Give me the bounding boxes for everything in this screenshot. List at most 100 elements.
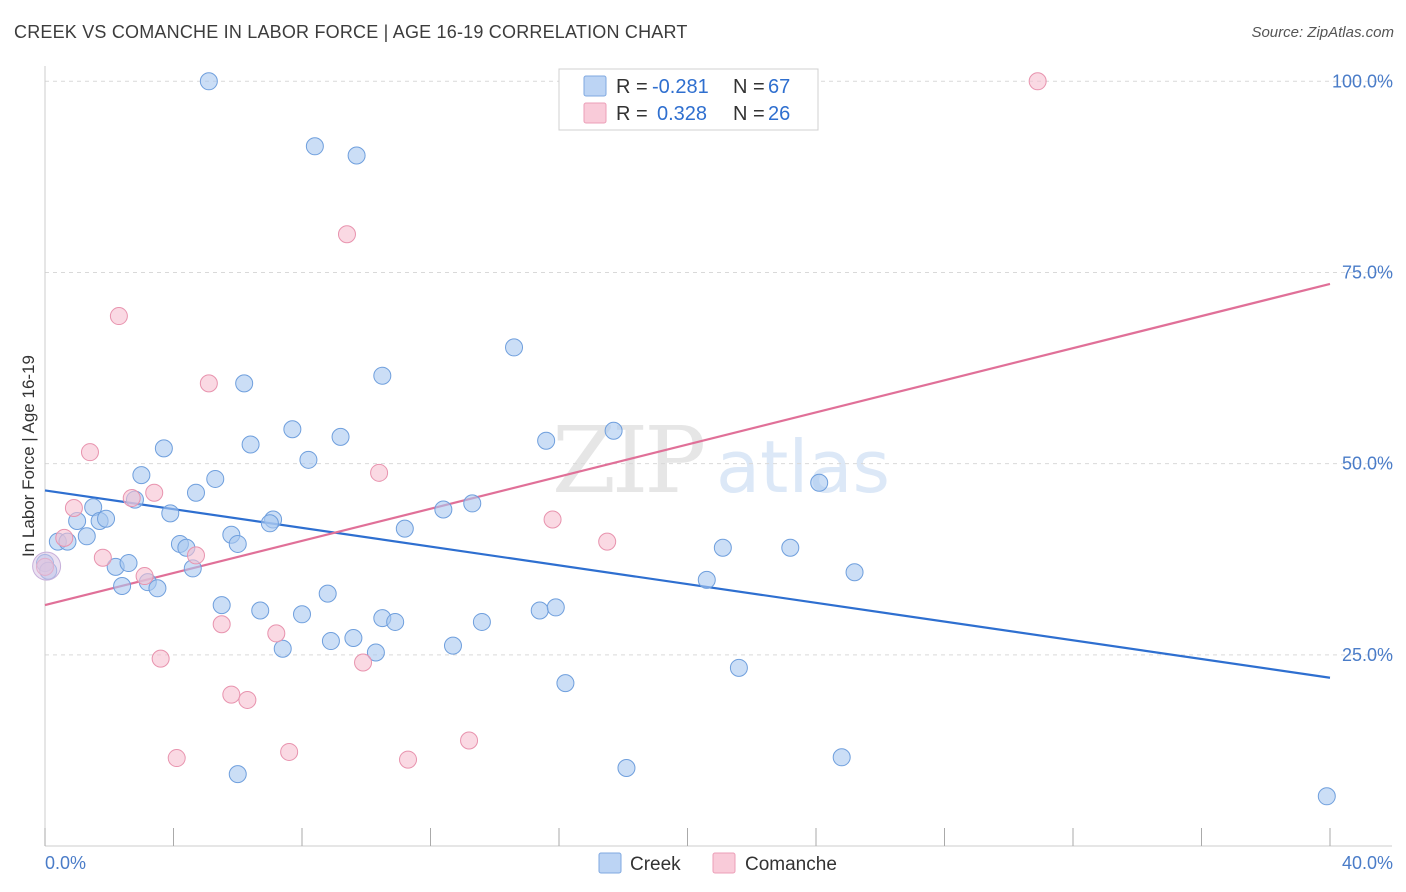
creek-point: [604, 421, 623, 440]
comanche-trend-line: [44, 282, 1331, 607]
watermark-atlas: atlas: [716, 425, 890, 509]
legend-comanche-swatch: [583, 102, 607, 124]
creek-point: [556, 674, 575, 693]
creek-point: [434, 500, 453, 519]
overlap-point: [32, 551, 62, 581]
comanche-point: [222, 685, 241, 704]
comanche-point: [55, 528, 74, 547]
creek-trend-line: [44, 489, 1331, 679]
creek-point: [235, 374, 254, 393]
legend-comanche-n-value: 26: [768, 103, 790, 125]
creek-point: [463, 494, 482, 513]
bottom-legend: Creek Comanche: [598, 852, 837, 875]
source-label: Source: ZipAtlas.com: [1251, 24, 1394, 41]
comanche-point: [460, 731, 479, 750]
creek-point: [395, 519, 414, 538]
creek-point: [546, 598, 565, 617]
watermark-zip: ZIP: [552, 407, 703, 514]
comanche-point: [543, 510, 562, 529]
comanche-point: [238, 690, 257, 709]
bottom-legend-creek-label: Creek: [630, 854, 681, 875]
legend-comanche-n-label: N =: [733, 103, 765, 125]
comanche-point: [186, 546, 205, 565]
comanche-point: [212, 615, 231, 634]
comanche-point: [80, 443, 99, 462]
bottom-legend-creek-swatch: [598, 852, 622, 874]
comanche-point: [93, 548, 112, 567]
comanche-point: [267, 624, 286, 643]
legend-box: R = -0.281 N = 67 R = 0.328 N = 26: [558, 68, 819, 131]
creek-point: [228, 534, 247, 553]
comanche-point: [370, 463, 389, 482]
creek-point: [132, 466, 151, 485]
creek-point: [273, 639, 292, 658]
axes: [44, 66, 1392, 847]
bottom-legend-comanche-swatch: [712, 852, 736, 874]
creek-point: [729, 658, 748, 677]
creek-point: [251, 601, 270, 620]
comanche-point: [109, 307, 128, 326]
creek-point: [347, 146, 366, 165]
y-tick-label: 25.0%: [1342, 645, 1393, 665]
creek-point: [241, 435, 260, 454]
creek-point: [283, 420, 302, 439]
creek-point: [697, 570, 716, 589]
y-tick-label: 50.0%: [1342, 454, 1393, 474]
creek-point: [781, 538, 800, 557]
creek-point: [373, 366, 392, 385]
creek-point: [148, 579, 167, 598]
creek-point: [713, 538, 732, 557]
comanche-point: [199, 374, 218, 393]
creek-point: [161, 504, 180, 523]
creek-point: [530, 601, 549, 620]
creek-point: [318, 584, 337, 603]
x-tick-label: 0.0%: [45, 853, 86, 873]
creek-point: [260, 514, 279, 533]
creek-point: [228, 765, 247, 784]
x-tick-label: 40.0%: [1342, 853, 1393, 873]
legend-creek-swatch: [583, 75, 607, 97]
creek-point: [119, 554, 138, 573]
comanche-point: [1028, 72, 1047, 91]
creek-point: [1317, 787, 1336, 806]
creek-point: [154, 439, 173, 458]
creek-point: [331, 427, 350, 446]
y-tick-label: 75.0%: [1342, 262, 1393, 282]
creek-point: [186, 483, 205, 502]
creek-point: [305, 137, 324, 156]
comanche-point: [337, 225, 356, 244]
legend-comanche-r-label: R =: [616, 103, 648, 125]
creek-point: [845, 563, 864, 582]
legend-comanche-r-value: 0.328: [657, 103, 707, 125]
creek-point: [832, 748, 851, 767]
chart-title: CREEK VS COMANCHE IN LABOR FORCE | AGE 1…: [14, 22, 688, 42]
creek-point: [810, 473, 829, 492]
bottom-legend-comanche-label: Comanche: [745, 854, 837, 875]
comanche-point: [145, 483, 164, 502]
creek-point: [344, 629, 363, 647]
comanche-point: [354, 653, 373, 672]
creek-point: [366, 643, 385, 662]
creek-point: [617, 759, 636, 777]
creek-point: [206, 469, 225, 488]
comanche-point: [64, 499, 83, 517]
legend-creek-n-label: N =: [733, 76, 765, 98]
creek-point: [537, 431, 556, 450]
creek-point: [386, 612, 405, 631]
trend-lines: [44, 282, 1331, 679]
creek-point: [443, 636, 462, 655]
y-tick-label: 100.0%: [1332, 71, 1393, 91]
creek-point: [212, 596, 231, 615]
creek-point: [199, 72, 218, 91]
creek-point: [77, 527, 96, 546]
creek-point: [97, 509, 116, 528]
creek-point: [299, 450, 318, 469]
legend-creek-r-label: R =: [616, 76, 648, 98]
comanche-point: [167, 749, 186, 768]
comanche-point: [122, 489, 141, 508]
tick-labels: 25.0% 50.0% 75.0% 100.0% 0.0% 40.0%: [45, 71, 1393, 873]
creek-point: [472, 612, 491, 631]
gridlines: [45, 80, 1392, 656]
comanche-point: [399, 750, 418, 769]
